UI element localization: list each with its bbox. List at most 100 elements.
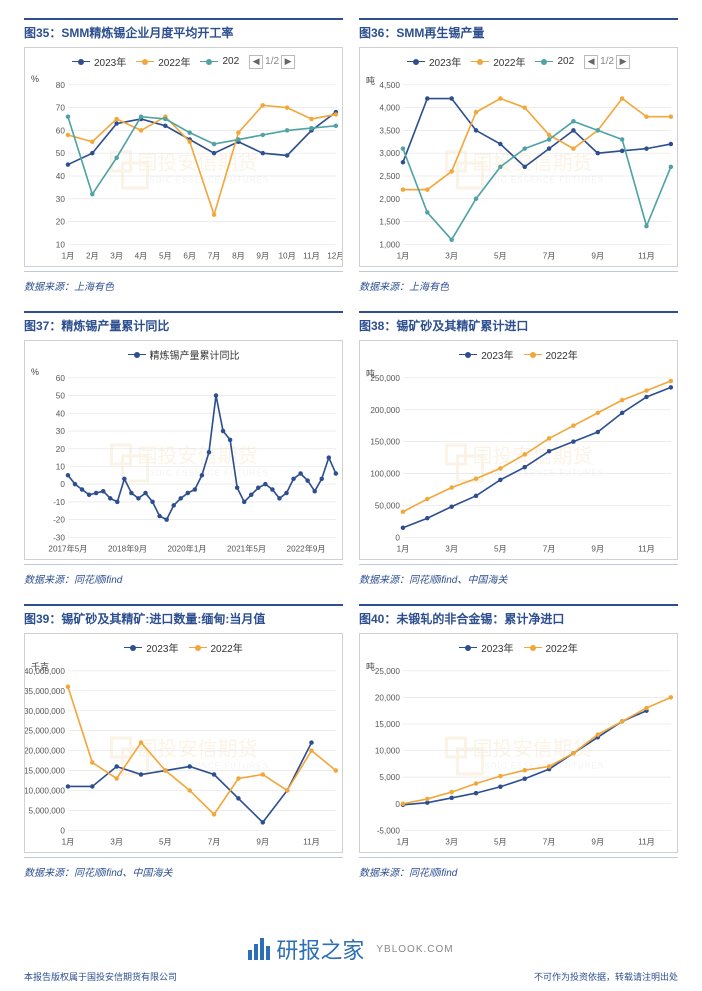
svg-text:40: 40: [56, 172, 66, 181]
svg-text:1月: 1月: [397, 545, 410, 554]
svg-text:11月: 11月: [638, 252, 655, 261]
svg-text:0: 0: [395, 533, 400, 542]
footer-brand: 研报之家: [276, 933, 364, 965]
chart-body: 2023年2022年千克国投安信期货SDIC ESSENCE FUTURES05…: [24, 633, 343, 853]
svg-text:10,000,000: 10,000,000: [25, 787, 65, 796]
svg-text:-5,000: -5,000: [377, 826, 401, 835]
svg-text:250,000: 250,000: [370, 374, 400, 383]
svg-text:0: 0: [60, 480, 65, 489]
svg-text:50: 50: [56, 392, 66, 401]
chart-svg: -5,00005,00010,00015,00020,00025,0001月3月…: [360, 634, 677, 851]
svg-text:5月: 5月: [159, 838, 172, 847]
chart-title: 图39：锡矿砂及其精矿:进口数量:缅甸:当月值: [24, 606, 343, 633]
svg-text:11月: 11月: [303, 252, 320, 261]
chart-source: 数据来源：同花顺ifind、中国海关: [24, 857, 343, 879]
chart-source: 数据来源：同花顺ifind、中国海关: [359, 564, 678, 586]
svg-text:15,000: 15,000: [375, 720, 400, 729]
svg-text:7月: 7月: [208, 838, 221, 847]
svg-text:7月: 7月: [543, 545, 556, 554]
page: 图35：SMM精炼锡企业月度平均开工率2023年2022年202◀1/2▶%国投…: [0, 0, 702, 879]
svg-text:12月: 12月: [327, 252, 342, 261]
chart-body: 2023年2022年202◀1/2▶吨国投安信期货SDIC ESSENCE FU…: [359, 47, 678, 267]
svg-text:40: 40: [56, 409, 66, 418]
svg-text:3,000: 3,000: [379, 149, 400, 158]
footer-banner: 研报之家 YBLOOK.COM: [0, 933, 702, 965]
chart-c39: 图39：锡矿砂及其精矿:进口数量:缅甸:当月值2023年2022年千克国投安信期…: [24, 604, 343, 879]
svg-text:30: 30: [56, 427, 66, 436]
svg-text:20,000,000: 20,000,000: [25, 747, 65, 756]
svg-text:4,500: 4,500: [379, 81, 400, 90]
svg-text:50: 50: [56, 149, 66, 158]
svg-text:2,500: 2,500: [379, 172, 400, 181]
chart-source: 数据来源：同花顺ifind: [24, 564, 343, 586]
svg-text:2022年9月: 2022年9月: [287, 544, 326, 554]
chart-title: 图35：SMM精炼锡企业月度平均开工率: [24, 20, 343, 47]
chart-source: 数据来源：同花顺ifind: [359, 857, 678, 879]
chart-body: 2023年2022年吨国投安信期货SDIC ESSENCE FUTURES050…: [359, 340, 678, 560]
svg-text:9月: 9月: [256, 252, 269, 261]
svg-text:9月: 9月: [591, 545, 604, 554]
chart-svg: 1,0001,5002,0002,5003,0003,5004,0004,500…: [360, 48, 677, 265]
svg-text:1,500: 1,500: [379, 218, 400, 227]
svg-text:9月: 9月: [591, 838, 604, 847]
svg-text:2,000: 2,000: [379, 195, 400, 204]
svg-text:1,000: 1,000: [379, 240, 400, 249]
svg-text:5月: 5月: [494, 545, 507, 554]
footer-right: 不可作为投资依据，转载请注明出处: [534, 970, 678, 983]
svg-text:5月: 5月: [494, 252, 507, 261]
chart-title: 图37：精炼锡产量累计同比: [24, 313, 343, 340]
chart-body: 2023年2022年吨国投安信期货SDIC ESSENCE FUTURES-5,…: [359, 633, 678, 853]
chart-source: 数据来源：上海有色: [359, 271, 678, 293]
svg-text:25,000: 25,000: [375, 667, 400, 676]
svg-text:3月: 3月: [110, 252, 123, 261]
svg-text:5月: 5月: [494, 838, 507, 847]
svg-text:100,000: 100,000: [370, 470, 400, 479]
chart-c37: 图37：精炼锡产量累计同比精炼锡产量累计同比%国投安信期货SDIC ESSENC…: [24, 311, 343, 586]
svg-text:3月: 3月: [445, 252, 458, 261]
chart-svg: -30-20-1001020304050602017年5月2018年9月2020…: [25, 341, 342, 558]
chart-title: 图40：未锻轧的非合金锡：累计净进口: [359, 606, 678, 633]
svg-text:30,000,000: 30,000,000: [25, 707, 65, 716]
svg-text:1月: 1月: [62, 252, 75, 261]
svg-text:1月: 1月: [62, 838, 75, 847]
svg-text:9月: 9月: [256, 838, 269, 847]
footer-bars-icon: [248, 938, 270, 960]
chart-svg: 10203040506070801月2月3月4月5月6月7月8月9月10月11月…: [25, 48, 342, 265]
svg-text:4月: 4月: [135, 252, 148, 261]
svg-text:200,000: 200,000: [370, 406, 400, 415]
svg-text:8月: 8月: [232, 252, 245, 261]
chart-svg: 050,000100,000150,000200,000250,0001月3月5…: [360, 341, 677, 558]
chart-c35: 图35：SMM精炼锡企业月度平均开工率2023年2022年202◀1/2▶%国投…: [24, 18, 343, 293]
svg-text:3月: 3月: [110, 838, 123, 847]
svg-text:-10: -10: [53, 498, 65, 507]
svg-text:3月: 3月: [445, 545, 458, 554]
chart-source: 数据来源：上海有色: [24, 271, 343, 293]
svg-text:1月: 1月: [397, 252, 410, 261]
svg-text:50,000: 50,000: [375, 501, 400, 510]
svg-text:7月: 7月: [543, 252, 556, 261]
svg-text:2月: 2月: [86, 252, 99, 261]
chart-c36: 图36：SMM再生锡产量2023年2022年202◀1/2▶吨国投安信期货SDI…: [359, 18, 678, 293]
svg-text:11月: 11月: [638, 545, 655, 554]
chart-svg: 05,000,00010,000,00015,000,00020,000,000…: [25, 634, 342, 851]
svg-text:20: 20: [56, 445, 66, 454]
svg-text:70: 70: [56, 104, 66, 113]
svg-text:0: 0: [60, 826, 65, 835]
svg-text:2020年1月: 2020年1月: [167, 544, 206, 554]
svg-text:10,000: 10,000: [375, 747, 400, 756]
footer-left: 本报告版权属于国投安信期货有限公司: [24, 970, 177, 983]
chart-grid: 图35：SMM精炼锡企业月度平均开工率2023年2022年202◀1/2▶%国投…: [24, 18, 678, 879]
svg-text:11月: 11月: [638, 838, 655, 847]
svg-text:1月: 1月: [397, 838, 410, 847]
footer-text: 本报告版权属于国投安信期货有限公司 不可作为投资依据，转载请注明出处: [24, 970, 678, 983]
chart-title: 图36：SMM再生锡产量: [359, 20, 678, 47]
svg-text:15,000,000: 15,000,000: [25, 767, 65, 776]
svg-text:10月: 10月: [279, 252, 296, 261]
svg-text:80: 80: [56, 81, 66, 90]
chart-c38: 图38：锡矿砂及其精矿累计进口2023年2022年吨国投安信期货SDIC ESS…: [359, 311, 678, 586]
svg-text:20: 20: [56, 218, 66, 227]
svg-text:2017年5月: 2017年5月: [48, 544, 87, 554]
svg-text:20,000: 20,000: [375, 693, 400, 702]
svg-text:7月: 7月: [208, 252, 221, 261]
svg-text:5,000: 5,000: [379, 773, 400, 782]
